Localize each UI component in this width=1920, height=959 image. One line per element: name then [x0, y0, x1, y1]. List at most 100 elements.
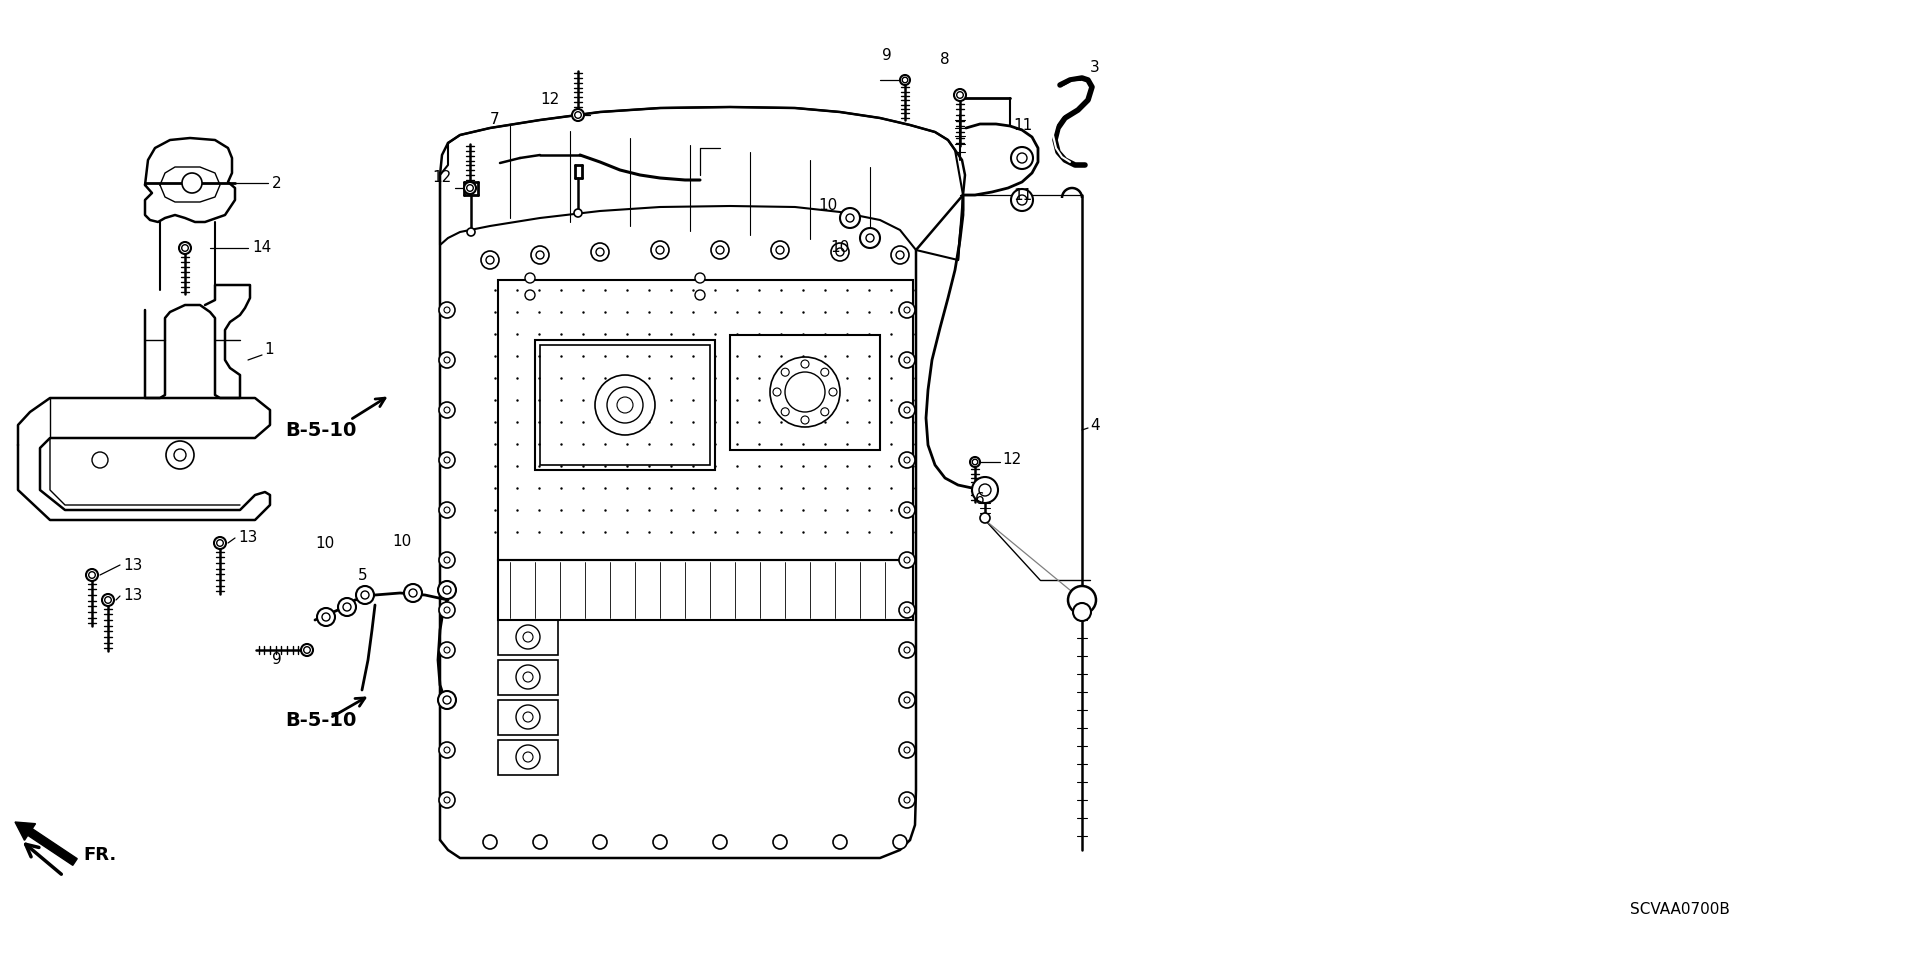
Bar: [497, 560, 914, 620]
Circle shape: [217, 540, 223, 547]
Circle shape: [653, 835, 666, 849]
Circle shape: [860, 228, 879, 248]
Circle shape: [106, 596, 111, 603]
Circle shape: [899, 502, 916, 518]
Circle shape: [893, 835, 906, 849]
Circle shape: [657, 246, 664, 254]
Circle shape: [904, 507, 910, 513]
Circle shape: [438, 581, 457, 599]
Circle shape: [904, 797, 910, 803]
Circle shape: [440, 742, 455, 758]
Circle shape: [516, 665, 540, 689]
Circle shape: [467, 185, 474, 191]
Circle shape: [979, 513, 991, 523]
Circle shape: [165, 441, 194, 469]
Circle shape: [904, 457, 910, 463]
Circle shape: [1068, 586, 1096, 614]
Circle shape: [972, 459, 977, 465]
Circle shape: [534, 835, 547, 849]
Circle shape: [179, 242, 190, 254]
Circle shape: [444, 647, 449, 653]
Circle shape: [847, 214, 854, 222]
Text: 10: 10: [392, 534, 411, 550]
Text: 6: 6: [975, 493, 985, 507]
Circle shape: [213, 537, 227, 549]
Circle shape: [866, 234, 874, 242]
Circle shape: [899, 552, 916, 568]
Text: 14: 14: [252, 241, 271, 255]
Circle shape: [595, 248, 605, 256]
Circle shape: [522, 632, 534, 642]
Text: 10: 10: [315, 535, 334, 550]
Circle shape: [361, 591, 369, 599]
Bar: [730, 335, 879, 450]
Bar: [497, 700, 559, 735]
Circle shape: [524, 290, 536, 300]
Text: 13: 13: [123, 589, 142, 603]
Circle shape: [972, 477, 998, 503]
Circle shape: [516, 625, 540, 649]
Text: 8: 8: [941, 53, 950, 67]
Circle shape: [829, 388, 837, 396]
Text: SCVAA0700B: SCVAA0700B: [1630, 902, 1730, 918]
Circle shape: [522, 712, 534, 722]
Circle shape: [344, 603, 351, 611]
Circle shape: [482, 251, 499, 269]
Circle shape: [904, 557, 910, 563]
Bar: [497, 620, 559, 655]
Circle shape: [440, 502, 455, 518]
Circle shape: [904, 357, 910, 363]
Circle shape: [899, 302, 916, 318]
Circle shape: [440, 302, 455, 318]
Circle shape: [317, 608, 334, 626]
Circle shape: [355, 586, 374, 604]
FancyArrow shape: [15, 822, 77, 865]
Text: 9: 9: [881, 48, 891, 62]
Circle shape: [820, 368, 829, 376]
Circle shape: [956, 92, 964, 99]
Circle shape: [524, 273, 536, 283]
Circle shape: [695, 290, 705, 300]
Circle shape: [444, 696, 451, 704]
Text: 11: 11: [1014, 188, 1033, 202]
Text: 12: 12: [432, 170, 451, 184]
Circle shape: [593, 835, 607, 849]
Circle shape: [904, 607, 910, 613]
Circle shape: [484, 835, 497, 849]
Text: 12: 12: [540, 92, 559, 107]
Circle shape: [102, 594, 113, 606]
Circle shape: [979, 484, 991, 496]
Circle shape: [444, 607, 449, 613]
Circle shape: [182, 245, 188, 251]
Circle shape: [444, 697, 449, 703]
Circle shape: [301, 644, 313, 656]
Text: FR.: FR.: [83, 846, 117, 864]
Circle shape: [532, 246, 549, 264]
Circle shape: [522, 672, 534, 682]
Circle shape: [440, 352, 455, 368]
Circle shape: [899, 402, 916, 418]
Circle shape: [801, 360, 808, 368]
Circle shape: [516, 705, 540, 729]
Circle shape: [897, 251, 904, 259]
Circle shape: [954, 89, 966, 101]
Circle shape: [440, 792, 455, 808]
Circle shape: [899, 692, 916, 708]
Circle shape: [1012, 189, 1033, 211]
Circle shape: [900, 75, 910, 85]
Circle shape: [440, 602, 455, 618]
Circle shape: [785, 372, 826, 412]
Circle shape: [444, 747, 449, 753]
Circle shape: [820, 408, 829, 416]
Circle shape: [616, 397, 634, 413]
Bar: [497, 740, 559, 775]
Circle shape: [770, 357, 841, 427]
Circle shape: [899, 742, 916, 758]
Circle shape: [899, 452, 916, 468]
Circle shape: [891, 246, 908, 264]
Circle shape: [899, 602, 916, 618]
Circle shape: [444, 307, 449, 313]
Circle shape: [970, 457, 979, 467]
Circle shape: [175, 449, 186, 461]
Circle shape: [444, 586, 451, 594]
